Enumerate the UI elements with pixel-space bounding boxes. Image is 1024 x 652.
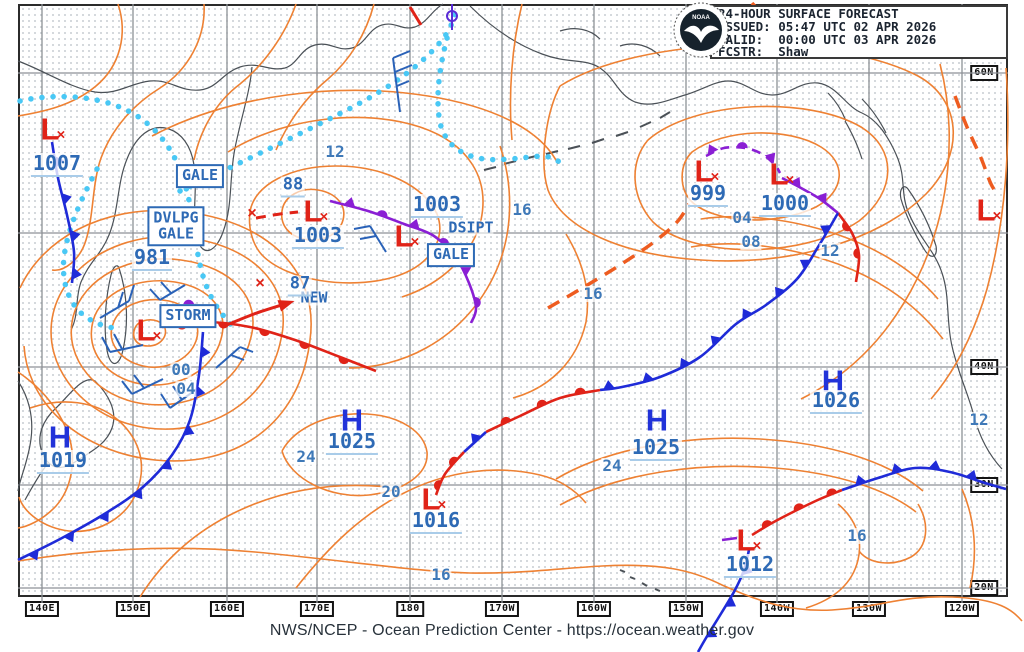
hazard-box-line: STORM: [165, 306, 211, 325]
isobar-label: 24: [601, 456, 623, 475]
high-pressure-symbol: H: [645, 402, 669, 438]
hazard-box: GALE: [426, 243, 476, 267]
low-pressure-symbol: L ×: [394, 218, 420, 254]
low-center-mark: ×: [152, 327, 162, 345]
high-pressure-label: 1019: [36, 448, 90, 474]
low-center-mark: ×: [410, 233, 420, 251]
isobar-label: 16: [846, 526, 868, 545]
hazard-box: GALE: [175, 164, 225, 188]
isobar-label: 12: [324, 142, 346, 161]
isobar-label: 16: [511, 200, 533, 219]
low-center-mark: ×: [785, 171, 795, 189]
isobar-label: 20: [380, 482, 402, 501]
high-pressure-label: 1025: [325, 429, 379, 455]
annotation-label: ×: [255, 275, 265, 292]
low-pressure-symbol: L ×: [136, 312, 162, 348]
high-pressure-label: 1026: [809, 388, 863, 414]
low-pressure-label: 1000: [758, 191, 812, 217]
isobar-label: 16: [430, 565, 452, 584]
low-pressure-label: 981: [131, 245, 173, 271]
low-pressure-label: 1016: [409, 508, 463, 534]
low-pressure-label: 1003: [291, 223, 345, 249]
low-pressure-label: 999: [687, 181, 729, 207]
isobar-label: 24: [295, 447, 317, 466]
low-pressure-label: 1007: [30, 151, 84, 177]
annotation-label: DSIPT: [448, 218, 494, 237]
forecast-fcstr: FCSTR: Shaw: [718, 44, 809, 60]
low-center-mark: ×: [752, 537, 762, 555]
isobar-label: 00: [170, 360, 192, 379]
low-pressure-label: 1003: [410, 192, 464, 218]
low-center-mark: ×: [56, 126, 66, 144]
low-pressure-label: 1012: [723, 552, 777, 578]
isobar-label: 08: [740, 232, 762, 251]
isobar-label: 04: [731, 208, 753, 227]
low-pressure-symbol: L ×: [303, 193, 329, 229]
low-center-mark: ×: [992, 207, 1002, 225]
high-pressure-label: 1025: [629, 435, 683, 461]
hazard-box-line: GALE: [432, 245, 470, 264]
hazard-box: DVLPG GALE: [147, 206, 205, 246]
map-caption: NWS/NCEP - Ocean Prediction Center - htt…: [269, 622, 755, 639]
annotation-label: 88: [280, 176, 306, 198]
forecast-header: 24-HOUR SURFACE FORECAST ISSUED: 05:47 U…: [710, 5, 1008, 59]
hazard-box-line: GALE: [181, 166, 219, 185]
low-pressure-symbol: L ×: [736, 522, 762, 558]
low-pressure-symbol: L ×: [976, 192, 1002, 228]
noaa-logo: NOAA: [673, 2, 729, 58]
annotation-label: ×: [247, 205, 257, 222]
isobar-label: 16: [582, 284, 604, 303]
annotation-label: 87: [287, 275, 313, 297]
isobar-label: 04: [175, 379, 197, 398]
hazard-box-line: GALE: [157, 224, 195, 242]
low-pressure-symbol: L ×: [40, 111, 66, 147]
isobar-label: 12: [819, 241, 841, 260]
hazard-box: STORM: [159, 304, 217, 328]
isobar-label: 12: [968, 410, 990, 429]
low-pressure-symbol: L ×: [769, 156, 795, 192]
noaa-logo-text: NOAA: [692, 15, 710, 21]
